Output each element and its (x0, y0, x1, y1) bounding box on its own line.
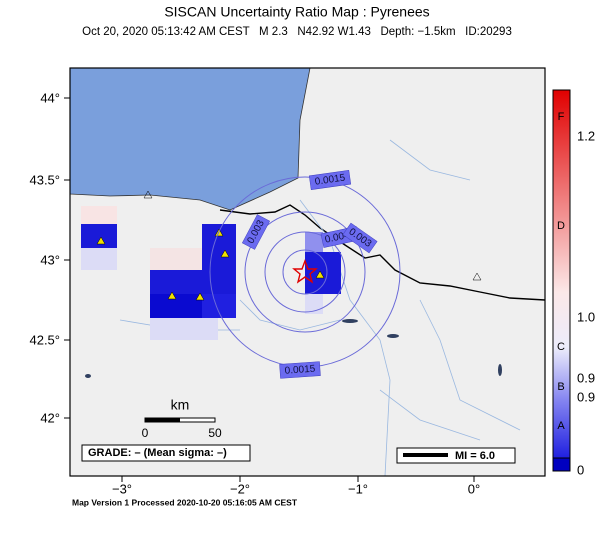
grade-letter: B (557, 381, 564, 393)
grade-letter: A (557, 420, 565, 432)
scale-bar: km 0 50 (142, 397, 222, 440)
frame-ticks (64, 97, 475, 482)
mi-box (396, 447, 516, 464)
lon-label: −2° (230, 481, 250, 496)
lon-label: −1° (348, 481, 368, 496)
contour-label: 0.0015 (314, 173, 346, 188)
mi-text: MI = 6.0 (455, 450, 495, 462)
lat-label: 43° (40, 252, 60, 267)
lakes (85, 319, 502, 378)
grade-letter: D (557, 220, 565, 232)
uncertainty-cells (81, 206, 341, 340)
grade-text: GRADE: – (Mean sigma: –) (88, 447, 227, 459)
map-area: 0.0015 0.003 0.0045 0.003 0.0015 (70, 68, 545, 476)
epicenter (292, 259, 318, 284)
colorbar-value: 0 (577, 462, 584, 477)
border (219, 204, 545, 301)
lat-label: 42° (40, 410, 60, 425)
map-frame (69, 67, 546, 477)
footer: Map Version 1 Processed 2020-10-20 05:16… (72, 497, 298, 507)
colorbar-value: 1.0 (577, 309, 595, 324)
title: SISCAN Uncertainty Ratio Map : Pyrenees (164, 4, 429, 20)
lat-label: 42.5° (29, 332, 60, 347)
scale-unit: km (171, 397, 190, 413)
scale-start: 0 (142, 426, 149, 440)
scale-end: 50 (208, 426, 222, 440)
lat-label: 44° (40, 90, 60, 105)
contour-label: 0.0015 (284, 364, 316, 377)
subtitle: Oct 20, 2020 05:13:42 AM CEST M 2.3 N42.… (82, 26, 512, 38)
colorbar-value: 0.9 (577, 370, 595, 385)
colorbar-value: 1.2 (577, 128, 595, 143)
lon-label: −3° (112, 481, 132, 496)
colorbar-value: 0.9 (577, 389, 595, 404)
lon-label: 0° (468, 481, 480, 496)
grade-letter: F (558, 111, 565, 123)
sea (70, 68, 311, 211)
grade-box (81, 444, 251, 462)
grade-letter: C (557, 341, 565, 353)
colorbar: F D C B A 1.2 1.0 0.9 0.9 0 (552, 89, 595, 477)
lat-label: 43.5° (29, 172, 60, 187)
